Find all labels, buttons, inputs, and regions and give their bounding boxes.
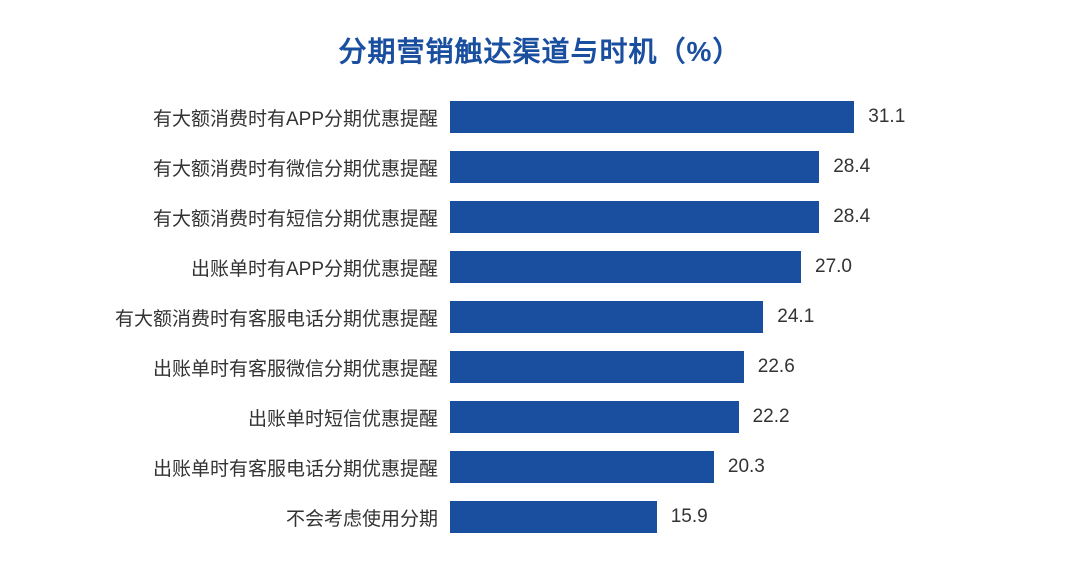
bar	[450, 451, 714, 483]
bar-area: 15.9	[450, 501, 970, 533]
bar	[450, 251, 801, 283]
bar-value: 24.1	[777, 306, 814, 328]
chart-container: 分期营销触达渠道与时机（%） 有大额消费时有APP分期优惠提醒31.1有大额消费…	[0, 0, 1080, 566]
bar-area: 27.0	[450, 251, 970, 283]
bar	[450, 301, 763, 333]
bar-row: 不会考虑使用分期 15.9	[110, 500, 970, 534]
bar-label: 有大额消费时有客服电话分期优惠提醒	[110, 304, 450, 331]
bar-row: 有大额消费时有微信分期优惠提醒 28.4	[110, 150, 970, 184]
chart-title: 分期营销触达渠道与时机（%）	[60, 30, 1020, 70]
bar-area: 24.1	[450, 301, 970, 333]
bar-label: 有大额消费时有短信分期优惠提醒	[110, 204, 450, 231]
bar	[450, 501, 657, 533]
bar-label: 出账单时有客服微信分期优惠提醒	[110, 354, 450, 381]
chart-body: 有大额消费时有APP分期优惠提醒31.1有大额消费时有微信分期优惠提醒28.4有…	[60, 100, 1020, 534]
bar-value: 20.3	[728, 456, 765, 478]
bar-area: 22.6	[450, 351, 970, 383]
bar-area: 22.2	[450, 401, 970, 433]
bar-row: 出账单时有APP分期优惠提醒 27.0	[110, 250, 970, 284]
bar-value: 28.4	[833, 156, 870, 178]
bar-label: 有大额消费时有APP分期优惠提醒	[110, 104, 450, 131]
bar-row: 有大额消费时有客服电话分期优惠提醒 24.1	[110, 300, 970, 334]
bar-value: 22.2	[753, 406, 790, 428]
bar	[450, 201, 819, 233]
bar-row: 出账单时有客服微信分期优惠提醒 22.6	[110, 350, 970, 384]
bar-area: 28.4	[450, 201, 970, 233]
bar	[450, 351, 744, 383]
bar-label: 出账单时有客服电话分期优惠提醒	[110, 454, 450, 481]
bar-row: 有大额消费时有APP分期优惠提醒 31.1	[110, 100, 970, 134]
bar-label: 出账单时有APP分期优惠提醒	[110, 254, 450, 281]
bar-row: 出账单时有客服电话分期优惠提醒 20.3	[110, 450, 970, 484]
bar	[450, 101, 854, 133]
bar-area: 20.3	[450, 451, 970, 483]
bar-label: 不会考虑使用分期	[110, 504, 450, 531]
bar-label: 有大额消费时有微信分期优惠提醒	[110, 154, 450, 181]
bar-value: 15.9	[671, 506, 708, 528]
bar-value: 27.0	[815, 256, 852, 278]
bar	[450, 151, 819, 183]
bar-value: 22.6	[758, 356, 795, 378]
bar	[450, 401, 739, 433]
bar-value: 28.4	[833, 206, 870, 228]
bar-label: 出账单时短信优惠提醒	[110, 404, 450, 431]
bar-area: 28.4	[450, 151, 970, 183]
bar-row: 有大额消费时有短信分期优惠提醒 28.4	[110, 200, 970, 234]
bar-row: 出账单时短信优惠提醒 22.2	[110, 400, 970, 434]
bar-value: 31.1	[868, 106, 905, 128]
bar-area: 31.1	[450, 101, 970, 133]
